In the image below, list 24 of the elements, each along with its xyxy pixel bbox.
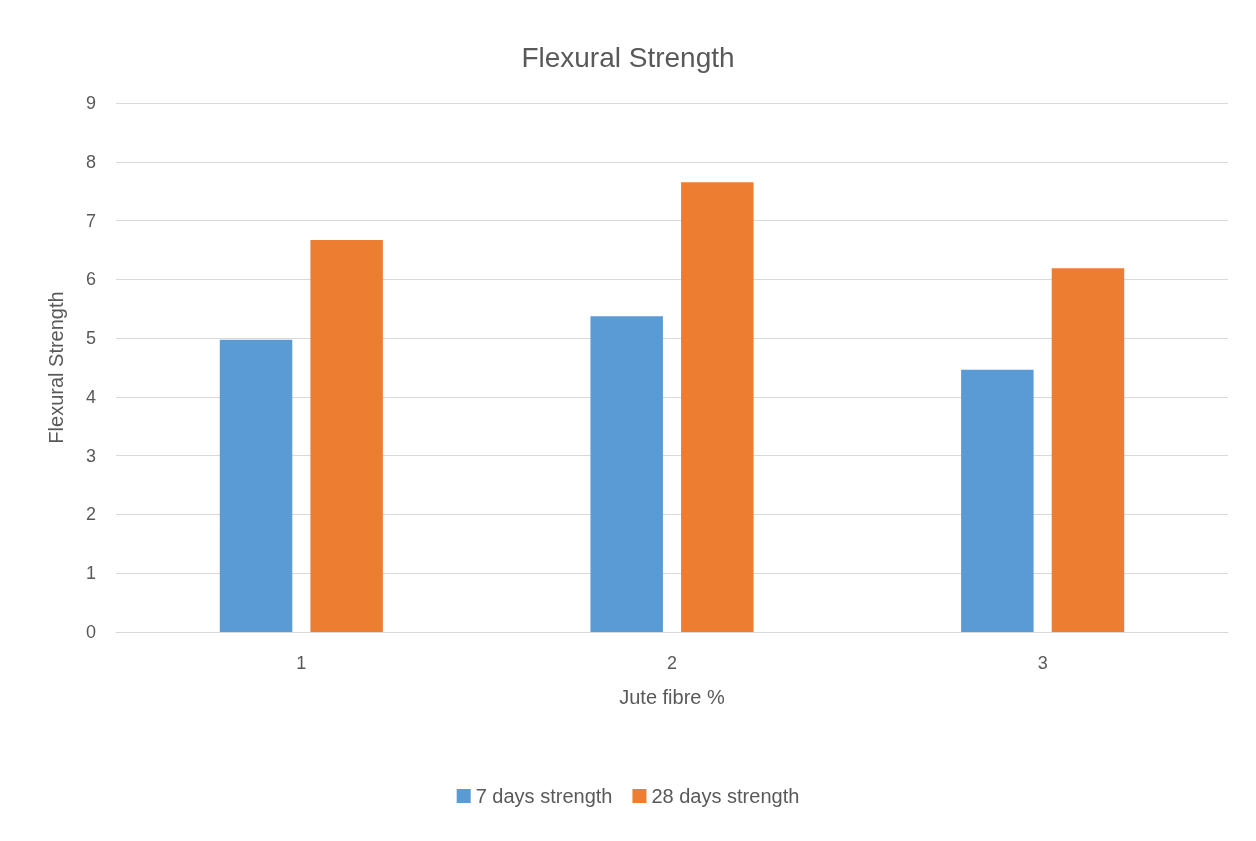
y-axis-title: Flexural Strength bbox=[45, 291, 67, 444]
bar bbox=[961, 369, 1034, 632]
legend-label: 28 days strength bbox=[651, 785, 800, 807]
bar bbox=[681, 182, 754, 632]
x-tick-label: 2 bbox=[666, 653, 678, 673]
x-tick-label: 1 bbox=[296, 653, 307, 673]
y-tick-label: 1 bbox=[85, 563, 96, 584]
y-tick-label: 8 bbox=[85, 151, 96, 172]
y-tick-label: 6 bbox=[85, 269, 96, 290]
chart-title: Flexural Strength bbox=[521, 41, 735, 73]
bar bbox=[219, 339, 293, 632]
bar bbox=[1051, 268, 1125, 632]
y-tick-label: 5 bbox=[85, 328, 96, 349]
y-tick-label: 2 bbox=[85, 504, 96, 525]
x-tick-label: 3 bbox=[1037, 653, 1048, 673]
bar bbox=[310, 239, 383, 632]
legend-label: 7 days strength bbox=[475, 785, 613, 807]
y-tick-label: 9 bbox=[85, 93, 96, 113]
bar bbox=[590, 316, 663, 632]
x-axis-title: Jute fibre % bbox=[619, 686, 726, 708]
y-tick-label: 3 bbox=[85, 445, 96, 466]
y-tick-label: 7 bbox=[85, 210, 96, 231]
y-tick-label: 4 bbox=[85, 386, 96, 407]
y-tick-label: 0 bbox=[85, 622, 96, 642]
